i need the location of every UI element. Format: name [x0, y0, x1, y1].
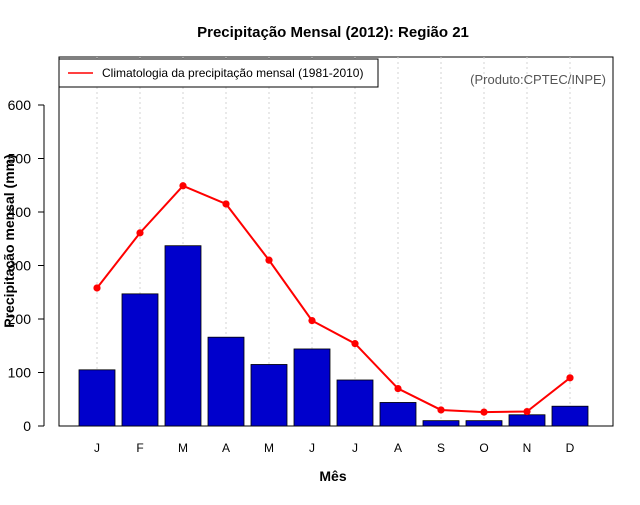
bar: [250, 364, 288, 427]
x-tick-label: M: [264, 441, 274, 455]
credit-text: (Produto:CPTEC/INPE): [470, 72, 606, 87]
y-tick-label: 100: [8, 365, 32, 381]
legend: Climatologia da precipitação mensal (198…: [58, 58, 379, 88]
y-tick-label: 300: [8, 258, 32, 274]
climatology-point: [308, 317, 316, 325]
x-tick-label: D: [566, 441, 575, 455]
x-tick-label: J: [94, 441, 100, 455]
climatology-line: [96, 184, 571, 414]
bar: [422, 420, 460, 427]
bar: [121, 293, 159, 427]
x-tick-label: J: [352, 441, 358, 455]
climatology-point: [566, 374, 574, 382]
x-tick-label: F: [136, 441, 143, 455]
x-tick-label: S: [437, 441, 445, 455]
bar: [293, 348, 331, 427]
climatology-point: [437, 406, 445, 414]
chart-title: Precipitação Mensal (2012): Região 21: [197, 24, 469, 41]
climatology-point: [93, 284, 101, 292]
x-axis-title: Mês: [319, 468, 346, 484]
climatology-point: [480, 408, 488, 416]
y-axis: 0 100 200 300 400 500 600: [8, 97, 45, 434]
climatology-point: [265, 256, 273, 264]
x-tick-label: A: [222, 441, 230, 455]
climatology-point: [179, 182, 187, 190]
legend-label: Climatologia da precipitação mensal (198…: [102, 66, 363, 80]
climatology-line-series: [93, 182, 574, 416]
bar: [336, 379, 374, 427]
bar: [465, 420, 503, 427]
y-tick-label: 600: [8, 97, 32, 113]
climatology-point: [222, 200, 230, 208]
legend-box: [58, 58, 379, 88]
x-tick-label: J: [309, 441, 315, 455]
climatology-point: [136, 229, 144, 237]
bar: [379, 402, 417, 427]
x-tick-label: M: [178, 441, 188, 455]
bars-series: [78, 245, 589, 427]
y-tick-label: 200: [8, 311, 32, 327]
climatology-point: [394, 384, 402, 393]
y-tick-label: 500: [8, 151, 32, 167]
bar: [207, 336, 245, 427]
x-tick-label: A: [394, 441, 402, 455]
y-tick-label: 400: [8, 204, 32, 220]
y-axis-title: Precipitação mensal (mm): [1, 154, 17, 328]
bar: [164, 245, 202, 427]
y-tick-label: 0: [23, 418, 31, 434]
bar: [508, 414, 546, 427]
bar: [551, 405, 589, 427]
x-tick-label: N: [523, 441, 532, 455]
bar: [78, 369, 116, 427]
x-tick-label: O: [479, 441, 488, 455]
grid-lines: [96, 57, 571, 426]
climatology-point: [523, 407, 531, 416]
climatology-point: [351, 340, 359, 348]
plot-area-border: [58, 56, 614, 427]
